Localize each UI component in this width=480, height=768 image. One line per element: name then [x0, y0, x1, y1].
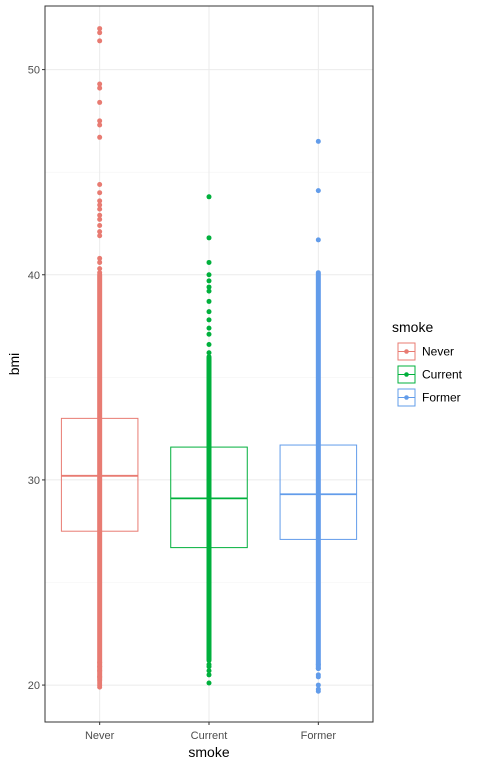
data-point	[97, 680, 103, 686]
axes: 20 30 40 50 Never Current Former	[28, 65, 337, 742]
data-point	[315, 666, 321, 672]
series-never	[60, 26, 139, 690]
data-point	[206, 668, 212, 674]
data-point	[97, 223, 103, 229]
data-point	[206, 331, 212, 337]
x-tick-label: Current	[191, 730, 228, 742]
box-never	[60, 417, 139, 532]
data-point	[97, 99, 103, 105]
data-point	[97, 216, 103, 222]
data-point	[206, 342, 212, 348]
data-layer	[60, 26, 358, 694]
data-point	[97, 81, 103, 87]
legend-label: Never	[422, 345, 454, 359]
data-point	[97, 190, 103, 196]
legend-key-point	[404, 372, 409, 377]
data-point	[206, 350, 212, 356]
legend-entry-never: Never	[397, 342, 454, 361]
data-point	[206, 309, 212, 315]
data-point	[97, 229, 103, 235]
data-point	[97, 266, 103, 272]
legend-key-point	[404, 349, 409, 354]
data-point	[315, 138, 321, 144]
data-point	[97, 134, 103, 140]
data-point	[97, 85, 103, 91]
legend-label: Former	[422, 391, 461, 405]
data-point	[206, 317, 212, 323]
data-point	[206, 325, 212, 331]
data-point	[315, 672, 321, 678]
data-point	[206, 298, 212, 304]
series-current	[170, 194, 248, 686]
data-point	[97, 26, 103, 32]
legend-entry-former: Former	[397, 388, 461, 407]
data-point	[206, 672, 212, 678]
data-point	[315, 686, 321, 692]
data-point	[206, 278, 212, 284]
data-point	[97, 118, 103, 124]
data-point	[97, 122, 103, 128]
data-point	[315, 662, 321, 668]
y-tick-label: 30	[28, 475, 40, 487]
legend-title: smoke	[392, 319, 433, 335]
legend: smoke Never Current Former	[392, 319, 463, 407]
data-point	[206, 259, 212, 265]
y-tick-label: 20	[28, 680, 40, 692]
data-point	[206, 272, 212, 278]
data-point	[97, 668, 103, 674]
data-point	[315, 188, 321, 194]
data-point	[97, 233, 103, 239]
x-tick-label: Former	[301, 730, 337, 742]
data-point	[97, 198, 103, 204]
data-point	[315, 237, 321, 243]
legend-entry-current: Current	[397, 365, 463, 384]
data-point	[97, 181, 103, 187]
data-point	[206, 194, 212, 200]
data-point	[97, 660, 103, 666]
y-tick-label: 50	[28, 65, 40, 77]
data-point	[97, 270, 103, 276]
x-axis-title: smoke	[188, 744, 229, 760]
data-point	[97, 30, 103, 36]
data-point	[97, 674, 103, 680]
series-former	[279, 138, 358, 694]
data-point	[315, 682, 321, 688]
data-point	[206, 680, 212, 686]
data-point	[97, 259, 103, 265]
legend-key-point	[404, 395, 409, 400]
data-point	[97, 255, 103, 261]
data-point	[206, 662, 212, 668]
data-point	[97, 38, 103, 44]
y-tick-label: 40	[28, 270, 40, 282]
data-point	[97, 202, 103, 208]
x-tick-label: Never	[85, 730, 115, 742]
data-point	[206, 284, 212, 290]
legend-label: Current	[422, 368, 463, 382]
data-point	[97, 206, 103, 212]
y-axis-title: bmi	[6, 353, 22, 376]
data-point	[97, 212, 103, 218]
box-former	[279, 444, 358, 540]
data-point	[206, 235, 212, 241]
data-point	[206, 288, 212, 294]
data-point	[97, 664, 103, 670]
box-current	[170, 446, 248, 549]
